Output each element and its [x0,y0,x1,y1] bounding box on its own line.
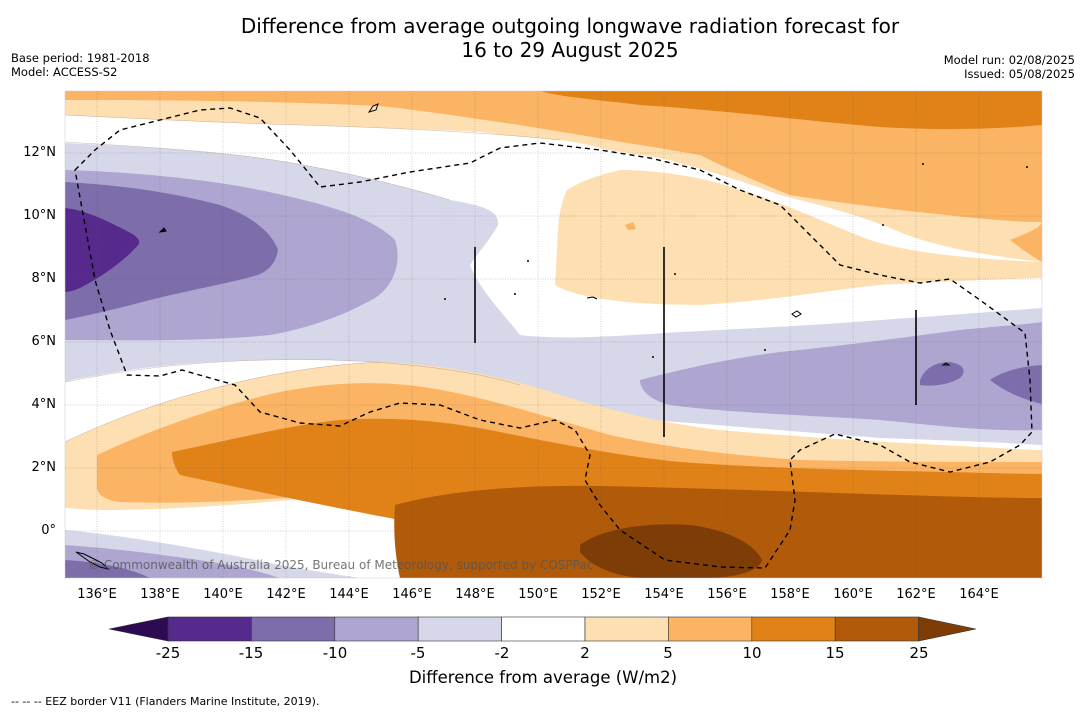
x-tick-156E: 156°E [707,587,747,602]
contour-neg-10-15-small [920,362,964,386]
model-run: Model run: 02/08/2025 [943,53,1075,67]
colorbar-label-5: 5 [663,644,673,662]
x-tick-146E: 146°E [392,587,432,602]
issued-date: Issued: 05/08/2025 [964,67,1075,81]
colorbar-label-2: 2 [580,644,590,662]
x-tick-140E: 140°E [203,587,243,602]
graticule [65,91,1042,578]
colorbar-label-neg10: -10 [322,644,348,662]
contour-neutral-north [65,115,1042,345]
x-tick-158E: 158°E [770,587,810,602]
colorbar-label-neg2: -2 [494,644,510,662]
y-tick-12N: 12°N [23,145,56,160]
colorbar-bin-10-15 [751,616,836,642]
x-tick-144E: 144°E [329,587,369,602]
contour-neg-10-15-east [990,365,1042,404]
x-tick-136E: 136°E [77,587,117,602]
map-frame [64,90,1043,579]
island-dots [444,163,1028,358]
colorbar-label-10: 10 [742,644,762,662]
colorbar-bin-15-25 [834,616,919,642]
x-tick-164E: 164°E [959,587,999,602]
map-title: Difference from average outgoing longwav… [170,14,970,62]
islands [75,103,951,570]
run-info: Model run: 02/08/2025 Issued: 05/08/2025 [944,53,1075,81]
base-period: Base period: 1981-2018 [11,51,150,65]
colorbar-label-25: 25 [909,644,929,662]
contour-neg-5-10-east [640,322,1042,431]
title-line-2: 16 to 29 August 2025 [461,38,679,62]
colorbar-bin-5-10 [668,616,753,642]
title-line-1: Difference from average outgoing longwav… [240,14,900,38]
contour-lines [65,114,561,443]
colorbar-title: Difference from average (W/m2) [408,668,678,687]
colorbar-min-extend [108,616,169,642]
contour-neg-15-25 [65,208,140,292]
colorbar [108,616,977,642]
olr-anomaly-map [65,91,1042,578]
colorbar-bin-neg10-neg5 [334,616,419,642]
y-tick-0: 0° [41,523,56,538]
boundary-segments [474,247,917,437]
contour-pos-5-10-north [65,91,1042,262]
colorbar-label-15: 15 [825,644,845,662]
x-tick-138E: 138°E [140,587,180,602]
x-tick-162E: 162°E [896,587,936,602]
colorbar-max-extend [918,616,977,642]
eez-footnote: -- -- -- EEZ border V11 (Flanders Marine… [11,695,320,708]
x-tick-148E: 148°E [455,587,495,602]
eez-border [74,107,1033,569]
y-tick-2N: 2°N [31,460,57,475]
copyright-credit: © Commonwealth of Australia 2025, Bureau… [88,558,594,572]
x-tick-154E: 154°E [644,587,684,602]
model-info: Base period: 1981-2018 Model: ACCESS-S2 [11,51,150,79]
contour-pos-25-plus [580,524,762,578]
contour-pos-2-5-central [555,170,1042,305]
contour-pos-10-15-north [540,91,1042,130]
y-tick-4N: 4°N [31,397,57,412]
contour-neg-10-15-west [65,182,278,320]
colorbar-bin-neg15-neg10 [251,616,336,642]
colorbar-bin-neg25-neg15 [167,616,252,642]
x-tick-150E: 150°E [518,587,558,602]
colorbar-label-neg5: -5 [410,644,426,662]
colorbar-bin-2-5 [584,616,669,642]
y-tick-6N: 6°N [31,334,57,349]
y-tick-10N: 10°N [23,208,56,223]
colorbar-bin-neg5-neg2 [417,616,502,642]
colorbar-bin-neg2-2 [501,616,586,642]
x-tick-160E: 160°E [833,587,873,602]
colorbar-label-neg15: -15 [238,644,264,662]
y-tick-8N: 8°N [31,271,57,286]
contour-pos-5-10-blob [625,222,636,230]
model-name: Model: ACCESS-S2 [11,65,118,79]
x-tick-142E: 142°E [266,587,306,602]
colorbar-label-neg25: -25 [155,644,181,662]
x-tick-152E: 152°E [581,587,621,602]
